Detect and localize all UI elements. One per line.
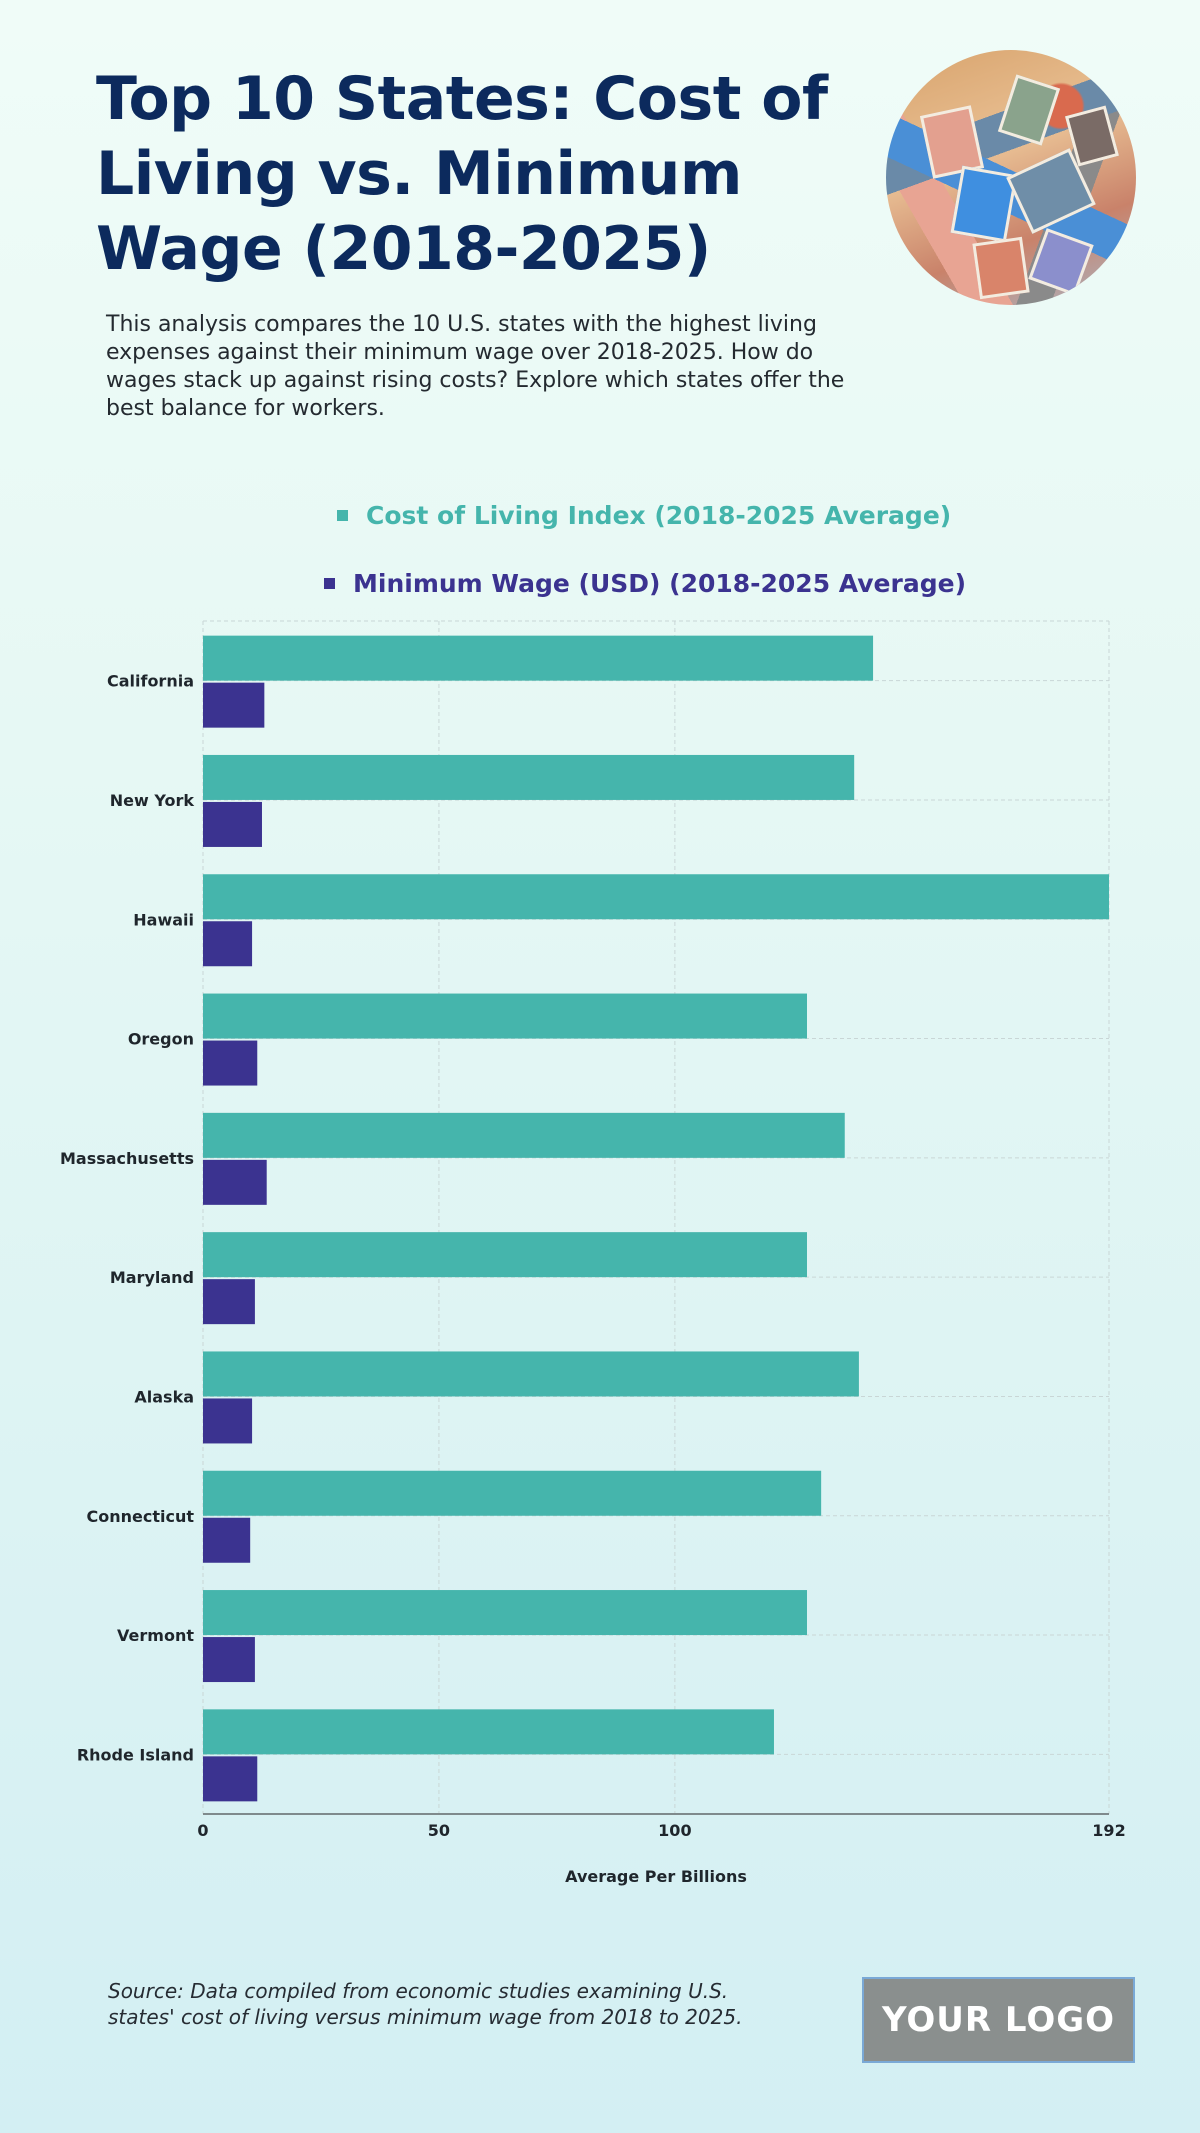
bar-minimum-wage bbox=[203, 1398, 253, 1444]
bar-chart: California New York Hawaii Oregon Massachuse… bbox=[60, 620, 1126, 1886]
y-axis-label: Massachusetts bbox=[60, 1149, 194, 1168]
legend-label: Cost of Living Index (2018-2025 Average) bbox=[366, 501, 952, 530]
y-axis-label: New York bbox=[110, 791, 195, 810]
description: This analysis compares the 10 U.S. state… bbox=[106, 312, 845, 421]
bar-minimum-wage bbox=[203, 1517, 251, 1563]
y-axis-label: Hawaii bbox=[133, 910, 194, 929]
legend-label: Minimum Wage (USD) (2018-2025 Average) bbox=[353, 569, 966, 598]
bar-cost-of-living bbox=[203, 754, 855, 800]
bar-cost-of-living bbox=[203, 1351, 859, 1397]
y-axis-label: Vermont bbox=[117, 1626, 194, 1645]
bar-minimum-wage bbox=[203, 921, 253, 967]
bars bbox=[203, 635, 1109, 1802]
page-title: Top 10 States: Cost of Living vs. Minimu… bbox=[96, 64, 828, 284]
y-axis-label: Rhode Island bbox=[77, 1745, 194, 1764]
bar-minimum-wage bbox=[203, 801, 262, 847]
legend-item-cost-of-living[interactable]: Cost of Living Index (2018-2025 Average) bbox=[337, 501, 951, 530]
x-axis-tick-label: 50 bbox=[428, 1821, 450, 1840]
logo-placeholder: YOUR LOGO bbox=[862, 1977, 1135, 2063]
logo-text: YOUR LOGO bbox=[881, 2000, 1116, 2040]
y-axis-label: Maryland bbox=[110, 1268, 194, 1287]
legend-swatch-icon bbox=[337, 510, 348, 521]
bar-cost-of-living bbox=[203, 635, 874, 681]
bar-cost-of-living bbox=[203, 993, 807, 1039]
y-axis-label: Oregon bbox=[128, 1030, 194, 1049]
stamps-photo bbox=[886, 50, 1136, 305]
x-axis-tick-label: 0 bbox=[197, 1821, 208, 1840]
bar-minimum-wage bbox=[203, 1279, 255, 1325]
legend-item-minimum-wage[interactable]: Minimum Wage (USD) (2018-2025 Average) bbox=[324, 569, 966, 598]
source-note: Source: Data compiled from economic stud… bbox=[108, 1979, 743, 2029]
y-axis-label: Alaska bbox=[134, 1387, 194, 1406]
y-axis-labels: California New York Hawaii Oregon Massachuse… bbox=[60, 672, 194, 1765]
bar-cost-of-living bbox=[203, 1470, 822, 1516]
bar-cost-of-living bbox=[203, 1590, 807, 1636]
bar-minimum-wage bbox=[203, 1040, 258, 1086]
bar-minimum-wage bbox=[203, 1159, 267, 1205]
x-axis-title: Average Per Billions bbox=[565, 1867, 747, 1886]
y-axis-label: Connecticut bbox=[86, 1507, 194, 1526]
x-axis-ticks: 0 50 100 192 bbox=[197, 1821, 1125, 1840]
bar-cost-of-living bbox=[203, 1112, 845, 1158]
legend-swatch-icon bbox=[324, 578, 335, 589]
x-axis-tick-label: 100 bbox=[658, 1821, 691, 1840]
bar-minimum-wage bbox=[203, 1756, 258, 1802]
bar-minimum-wage bbox=[203, 1637, 255, 1683]
x-axis-tick-label: 192 bbox=[1092, 1821, 1125, 1840]
bar-cost-of-living bbox=[203, 874, 1109, 920]
bar-cost-of-living bbox=[203, 1232, 807, 1278]
y-axis-label: California bbox=[107, 672, 194, 691]
bar-minimum-wage bbox=[203, 682, 265, 728]
bar-cost-of-living bbox=[203, 1709, 774, 1755]
